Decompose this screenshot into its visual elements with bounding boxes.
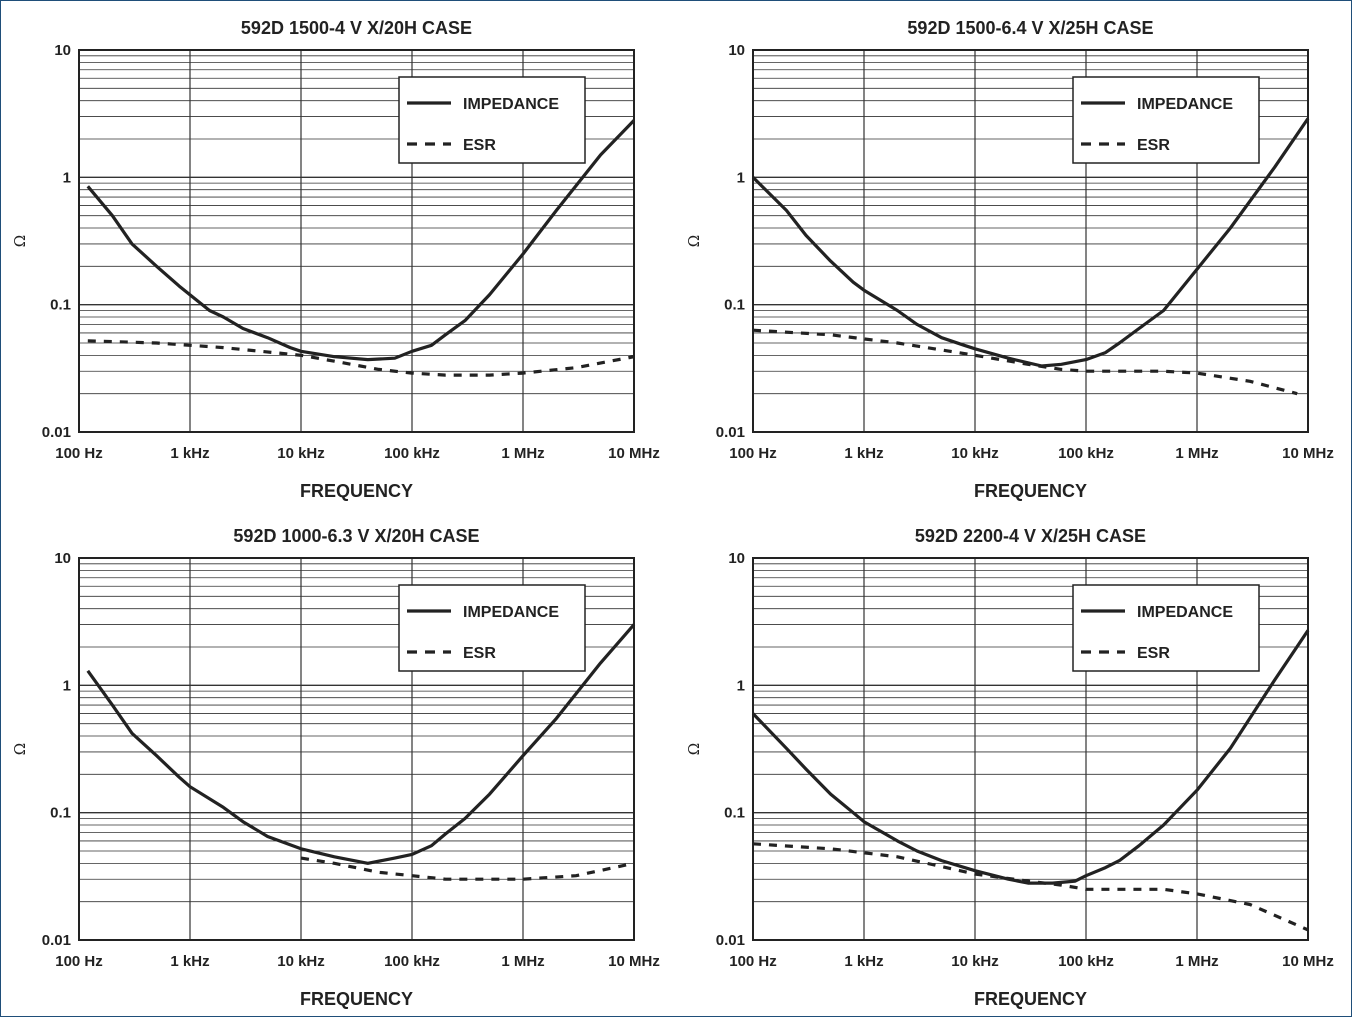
chart4-legend-label-impedance: IMPEDANCE [1137, 604, 1233, 621]
chart2-series-esr-line [752, 328, 1298, 396]
chart4-x-axis-label: FREQUENCY [974, 989, 1087, 1009]
chart4-title: 592D 2200-4 V X/25H CASE [915, 526, 1146, 546]
chart4-legend: IMPEDANCE ESR [1072, 584, 1260, 672]
chart2-x-tick-label: 1 kHz [844, 445, 883, 462]
chart3-x-tick-label: 100 Hz [55, 953, 103, 970]
chart-panel-3: 592D 1000-6.3 V X/20H CASE 0.01 0.1 1 10 100 … [1, 509, 677, 1017]
chart-svg-4: 592D 2200-4 V X/25H CASE 0.01 0.1 1 10 100 Hz… [685, 526, 1334, 1009]
chart1-y-tick-label: 1 [63, 169, 71, 186]
chart1-y-tick-label: 0.01 [42, 424, 71, 441]
chart-svg-3: 592D 1000-6.3 V X/20H CASE 0.01 0.1 1 10 100 … [11, 526, 660, 1009]
chart2-x-tick-label: 1 MHz [1175, 445, 1218, 462]
chart1-x-tick-label: 10 MHz [608, 445, 660, 462]
chart-panel-4: 592D 2200-4 V X/25H CASE 0.01 0.1 1 10 100 Hz… [675, 509, 1351, 1017]
chart3-x-tick-label: 1 MHz [501, 953, 544, 970]
chart3-series-impedance-line [86, 623, 636, 865]
chart1-legend-label-esr: ESR [463, 137, 496, 154]
chart3-x-tick-label: 10 kHz [277, 953, 325, 970]
chart3-y-tick-label: 1 [63, 677, 71, 694]
chart3-x-tick-label: 10 MHz [608, 953, 660, 970]
chart2-y-axis-label: Ω [685, 235, 703, 247]
chart4-y-tick-label: 1 [737, 677, 745, 694]
chart2-legend: IMPEDANCE ESR [1072, 76, 1260, 164]
chart4-y-tick-label: 0.01 [716, 932, 745, 949]
chart3-plot-frame [78, 557, 635, 941]
chart1-x-tick-label: 100 Hz [55, 445, 103, 462]
chart2-y-tick-label: 1 [737, 169, 745, 186]
chart-svg-2: 592D 1500-6.4 V X/25H CASE 0.01 0.1 1 10 100 … [685, 18, 1334, 501]
chart3-legend-box [398, 584, 586, 672]
chart2-x-axis-label: FREQUENCY [974, 481, 1087, 501]
chart3-x-tick-label: 100 kHz [384, 953, 440, 970]
chart1-x-tick-label: 1 kHz [170, 445, 209, 462]
chart1-y-tick-label: 0.1 [50, 297, 71, 314]
chart2-x-tick-label: 100 Hz [729, 445, 777, 462]
chart2-y-tick-label: 0.01 [716, 424, 745, 441]
chart4-series-esr-line [752, 842, 1309, 932]
chart3-title: 592D 1000-6.3 V X/20H CASE [233, 526, 479, 546]
chart1-x-axis-label: FREQUENCY [300, 481, 413, 501]
chart3-legend-label-impedance: IMPEDANCE [463, 604, 559, 621]
chart1-x-tick-label: 1 MHz [501, 445, 544, 462]
chart-panel-2: 592D 1500-6.4 V X/25H CASE 0.01 0.1 1 10 100 … [675, 1, 1351, 509]
chart1-legend-box [398, 76, 586, 164]
chart1-title: 592D 1500-4 V X/20H CASE [241, 18, 472, 38]
chart4-x-tick-label: 10 kHz [951, 953, 999, 970]
chart4-x-tick-label: 100 Hz [729, 953, 777, 970]
chart1-plot-frame [78, 49, 635, 433]
chart3-y-tick-label: 10 [54, 550, 71, 567]
chart1-y-tick-label: 10 [54, 42, 71, 59]
chart1-legend-label-impedance: IMPEDANCE [463, 96, 559, 113]
chart3-y-tick-label: 0.01 [42, 932, 71, 949]
chart1-x-tick-label: 100 kHz [384, 445, 440, 462]
chart2-title: 592D 1500-6.4 V X/25H CASE [907, 18, 1153, 38]
chart2-x-tick-label: 100 kHz [1058, 445, 1114, 462]
chart4-legend-box [1072, 584, 1260, 672]
chart2-y-tick-label: 10 [728, 42, 745, 59]
chart2-plot-frame [752, 49, 1309, 433]
chart1-series-esr-line [87, 339, 635, 377]
chart3-x-axis-label: FREQUENCY [300, 989, 413, 1009]
chart2-legend-label-impedance: IMPEDANCE [1137, 96, 1233, 113]
chart4-plot-frame [752, 557, 1309, 941]
chart4-gridlines [752, 558, 1309, 941]
chart3-legend-label-esr: ESR [463, 645, 496, 662]
chart4-y-tick-label: 0.1 [724, 805, 745, 822]
chart3-legend: IMPEDANCE ESR [398, 584, 586, 672]
chart1-y-axis-label: Ω [11, 235, 29, 247]
chart1-legend: IMPEDANCE ESR [398, 76, 586, 164]
chart3-y-tick-label: 0.1 [50, 805, 71, 822]
chart4-y-axis-label: Ω [685, 743, 703, 755]
chart4-x-tick-label: 10 MHz [1282, 953, 1334, 970]
chart2-legend-box [1072, 76, 1260, 164]
chart2-series-impedance-line [751, 117, 1310, 368]
chart4-series-impedance-line [751, 629, 1310, 885]
chart3-x-tick-label: 1 kHz [170, 953, 209, 970]
chart4-y-tick-label: 10 [728, 550, 745, 567]
chart4-x-tick-label: 1 MHz [1175, 953, 1218, 970]
chart3-series-esr-line [300, 856, 635, 881]
chart2-x-tick-label: 10 kHz [951, 445, 999, 462]
chart1-x-tick-label: 10 kHz [277, 445, 325, 462]
chart-svg-1: 592D 1500-4 V X/20H CASE 0.01 0.1 1 10 100 Hz… [11, 18, 660, 501]
chart4-x-tick-label: 100 kHz [1058, 953, 1114, 970]
chart2-x-tick-label: 10 MHz [1282, 445, 1334, 462]
chart2-legend-label-esr: ESR [1137, 137, 1170, 154]
chart4-legend-label-esr: ESR [1137, 645, 1170, 662]
chart3-y-axis-label: Ω [11, 743, 29, 755]
chart2-y-tick-label: 0.1 [724, 297, 745, 314]
chart4-x-tick-label: 1 kHz [844, 953, 883, 970]
chart-panel-1: 592D 1500-4 V X/20H CASE 0.01 0.1 1 10 100 Hz… [1, 1, 677, 509]
chart1-series-impedance-line [86, 119, 636, 362]
